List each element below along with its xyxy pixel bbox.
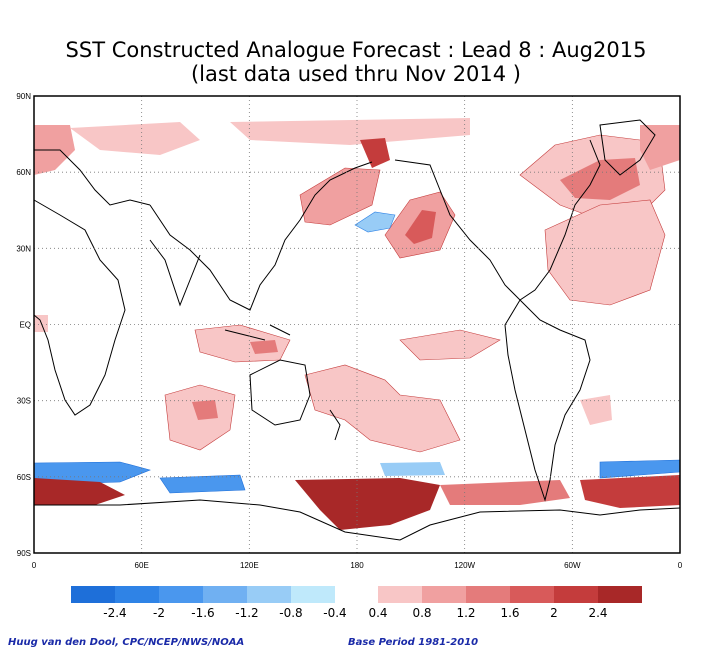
legend-swatch-positive: [422, 586, 466, 603]
credit-base-period: Base Period 1981-2010: [348, 637, 479, 648]
lon-label: 120W: [454, 561, 475, 570]
map-frame: [33, 95, 681, 554]
legend-swatch-negative: [71, 586, 115, 603]
legend-swatch-positive: [554, 586, 598, 603]
anomaly-maritime-core: [250, 340, 278, 354]
legend-swatch-positive: [378, 586, 422, 603]
lon-label: 120E: [240, 561, 259, 570]
coastlines: [33, 119, 681, 541]
lat-label: EQ: [19, 321, 31, 330]
anomaly-antarctic-warm-west: [34, 478, 125, 505]
coast-africa: [33, 199, 126, 416]
legend-label: -1.6: [191, 606, 214, 620]
anomaly-antarctic-warm-pacific: [295, 478, 440, 530]
anomaly-atlantic-subtropical: [544, 199, 666, 306]
legend-label: -1.2: [235, 606, 258, 620]
lat-label: 30N: [16, 244, 31, 253]
legend-swatch-negative: [291, 586, 335, 603]
legend-swatch-positive: [598, 586, 642, 603]
lat-label: 90N: [16, 92, 31, 101]
anomaly-north-pacific-east-core: [405, 210, 436, 244]
lon-label: 180: [350, 561, 364, 570]
anomaly-beaufort: [230, 118, 470, 145]
legend-swatch-negative: [115, 586, 159, 603]
coast-new-zealand: [329, 409, 341, 441]
gridlines: [34, 96, 680, 553]
legend-label: -2: [153, 606, 165, 620]
lat-label: 30S: [17, 397, 31, 406]
anomaly-antarctic-warm-pacific-edge: [440, 480, 570, 505]
lat-label: 60S: [17, 473, 31, 482]
lon-label: 0: [32, 561, 37, 570]
anomaly-north-pacific-west: [299, 167, 381, 226]
coast-south-america: [504, 299, 591, 502]
coast-australia: [249, 359, 311, 426]
legend-label: 0.8: [412, 606, 431, 620]
chart-subtitle: (last data used thru Nov 2014 ): [190, 62, 522, 86]
coast-antarctica: [34, 499, 681, 541]
lat-label: 60N: [16, 168, 31, 177]
lon-label: 0: [678, 561, 683, 570]
anomaly-barents: [70, 122, 200, 155]
anomaly-north-pacific-cold: [354, 211, 396, 233]
sst-anomaly-fields: [33, 118, 681, 530]
legend-swatch-positive: [510, 586, 554, 603]
coast-indonesia: [224, 324, 291, 341]
legend-label: 1.2: [456, 606, 475, 620]
anomaly-southern-ocean-cold-east: [380, 462, 445, 476]
legend-label: 0.4: [368, 606, 387, 620]
coast-europe: [34, 149, 151, 206]
latitude-labels: 90N 60N 30N EQ 30S 60S 90S: [16, 92, 31, 558]
anomaly-antarctic-warm-atlantic: [580, 475, 680, 508]
anomaly-north-atlantic-core: [560, 158, 640, 200]
coast-asia: [149, 161, 373, 311]
legend-swatch-negative: [159, 586, 203, 603]
longitude-labels: 0 60E 120E 180 120W 60W 0: [32, 561, 683, 570]
anomaly-south-indian-core: [192, 400, 218, 420]
coast-greenland: [599, 119, 656, 176]
legend-swatch-negative: [247, 586, 291, 603]
color-legend: -2.4 -2 -1.6 -1.2 -0.8 -0.4 0.4 0.8 1.2 1.6 2 2.4: [71, 586, 642, 620]
lon-label: 60E: [135, 561, 149, 570]
legend-swatch-positive: [466, 586, 510, 603]
legend-label: 1.6: [500, 606, 519, 620]
anomaly-east-pacific-tropics: [399, 329, 501, 361]
lon-label: 60W: [564, 561, 581, 570]
anomaly-arctic-east: [640, 125, 680, 170]
lat-label: 90S: [17, 549, 31, 558]
anomaly-southern-ocean-cold-mid: [159, 474, 246, 494]
legend-label: -2.4: [103, 606, 126, 620]
anomaly-south-pacific: [304, 364, 461, 453]
legend-swatch-negative: [203, 586, 247, 603]
credit-author: Huug van den Dool, CPC/NCEP/NWS/NOAA: [8, 637, 245, 648]
legend-label: -0.8: [279, 606, 302, 620]
chart-title: SST Constructed Analogue Forecast : Lead…: [65, 38, 647, 62]
legend-label: 2: [550, 606, 558, 620]
anomaly-south-atlantic: [580, 395, 612, 425]
anomaly-southern-ocean-cold-atl: [599, 459, 681, 479]
coast-india: [149, 239, 201, 307]
legend-label: 2.4: [588, 606, 607, 620]
anomaly-bering-core: [360, 138, 390, 168]
legend-label: -0.4: [323, 606, 346, 620]
